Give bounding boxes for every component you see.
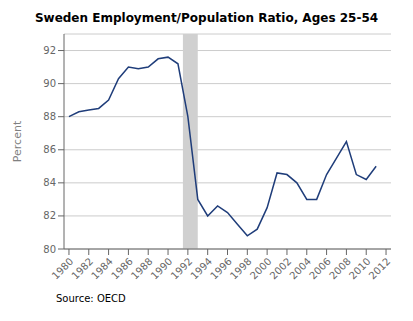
svg-text:2004: 2004 [287,256,313,282]
svg-text:1992: 1992 [169,256,195,282]
svg-text:2006: 2006 [307,256,333,282]
svg-text:92: 92 [43,45,56,56]
svg-text:Percent: Percent [11,120,24,162]
svg-text:1982: 1982 [69,256,95,282]
svg-text:1998: 1998 [228,256,254,282]
svg-text:1980: 1980 [50,256,76,282]
svg-text:84: 84 [43,177,56,188]
svg-text:82: 82 [43,210,56,221]
svg-text:2012: 2012 [367,256,393,282]
html-text:Source: OECD: Source: OECD [56,293,126,304]
svg-text:1988: 1988 [129,256,155,282]
svg-text:2010: 2010 [347,256,373,282]
svg-text:2008: 2008 [327,256,353,282]
svg-text:1984: 1984 [89,256,115,282]
svg-text:1996: 1996 [208,256,234,282]
html-text:Sweden Employment/Population R: Sweden Employment/Population Ratio, Ages… [34,11,379,25]
svg-text:1994: 1994 [188,256,214,282]
svg-text:1986: 1986 [109,256,135,282]
svg-text:88: 88 [43,111,56,122]
svg-text:2002: 2002 [268,256,294,282]
svg-text:2000: 2000 [248,256,274,282]
svg-text:90: 90 [43,78,56,89]
svg-text:80: 80 [43,244,56,255]
svg-text:1990: 1990 [149,256,175,282]
svg-text:86: 86 [43,144,56,155]
